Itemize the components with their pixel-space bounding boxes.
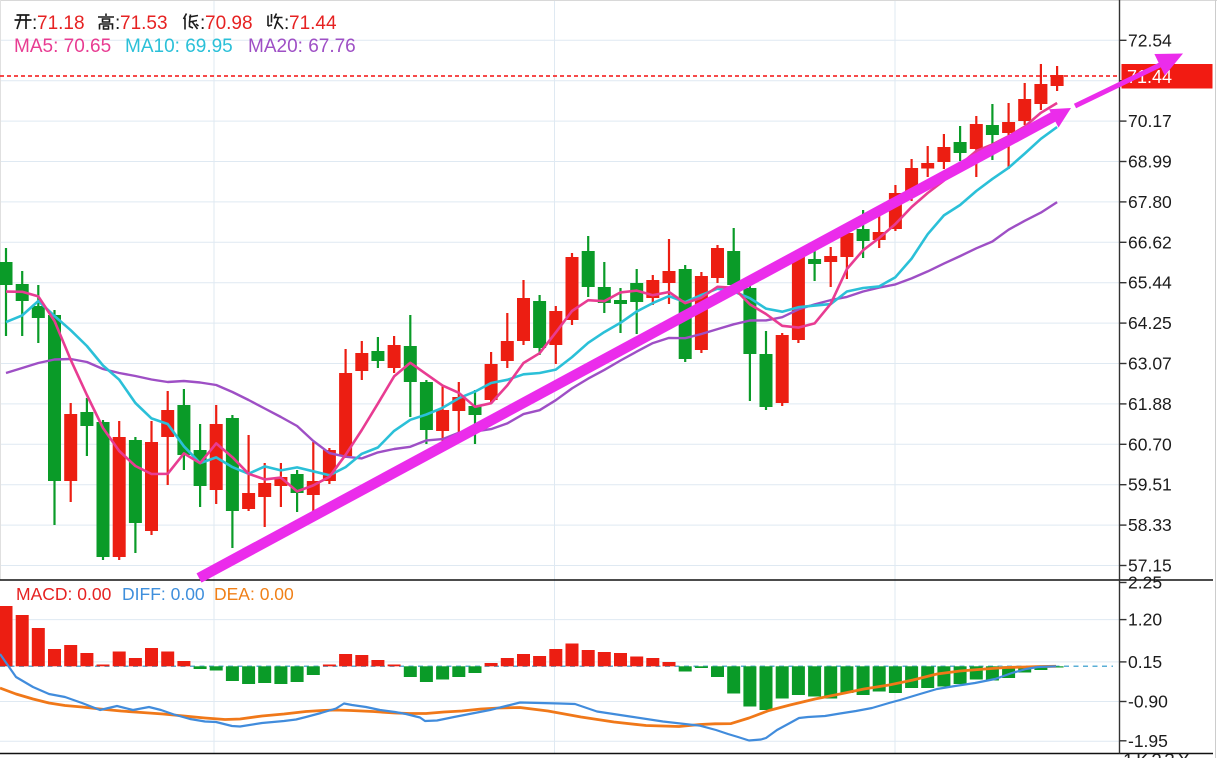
svg-text:-0.90: -0.90 [1128,692,1168,712]
svg-text:63.07: 63.07 [1128,354,1172,374]
svg-text:MA5: 70.65: MA5: 70.65 [14,36,111,57]
svg-text:68.99: 68.99 [1128,152,1172,172]
svg-text:59.51: 59.51 [1128,475,1172,495]
svg-text:MACD: 0.00: MACD: 0.00 [16,584,112,604]
svg-text:67.80: 67.80 [1128,192,1172,212]
svg-text::: : [32,13,37,34]
svg-text:0.15: 0.15 [1128,652,1162,672]
svg-text:60.70: 60.70 [1128,434,1172,454]
svg-text:71.44: 71.44 [289,13,337,34]
svg-text:70.17: 70.17 [1128,111,1172,131]
svg-text:64.25: 64.25 [1128,313,1172,333]
svg-text:71.44: 71.44 [1127,67,1172,87]
svg-text:72.54: 72.54 [1128,30,1172,50]
svg-text::: : [115,13,120,34]
svg-text:65.44: 65.44 [1128,273,1172,293]
svg-text:71.18: 71.18 [37,13,85,34]
svg-text:MA10: 69.95: MA10: 69.95 [125,36,233,57]
svg-text:70.98: 70.98 [205,13,253,34]
svg-text:66.62: 66.62 [1128,232,1172,252]
svg-text:58.33: 58.33 [1128,515,1172,535]
svg-text:57.15: 57.15 [1128,556,1172,576]
svg-text:MA20: 67.76: MA20: 67.76 [248,36,356,57]
svg-text:1.20: 1.20 [1128,610,1162,630]
svg-text:DEA: 0.00: DEA: 0.00 [214,584,294,604]
svg-text:71.53: 71.53 [120,13,168,34]
svg-text:-1.95: -1.95 [1128,731,1168,751]
svg-text:DIFF: 0.00: DIFF: 0.00 [122,584,205,604]
svg-text:61.88: 61.88 [1128,394,1172,414]
svg-text:1K23X: 1K23X [1123,751,1193,758]
svg-text:2.25: 2.25 [1128,573,1162,593]
svg-text::: : [284,13,289,34]
svg-text::: : [200,13,205,34]
